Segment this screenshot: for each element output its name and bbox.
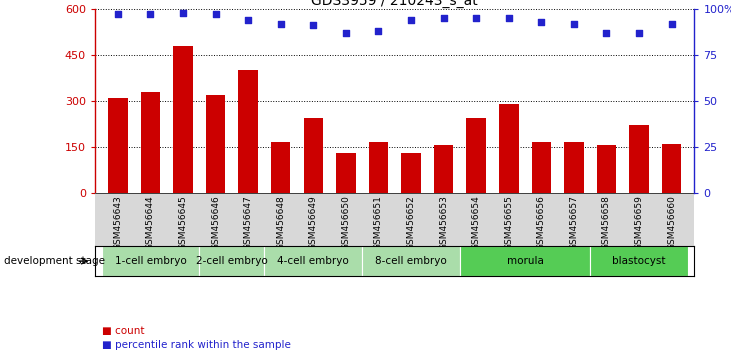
Text: 1-cell embryo: 1-cell embryo xyxy=(115,256,186,266)
Point xyxy=(633,30,645,36)
Bar xyxy=(336,153,356,193)
Text: development stage: development stage xyxy=(4,256,105,266)
Bar xyxy=(200,246,265,276)
Text: 2-cell embryo: 2-cell embryo xyxy=(196,256,268,266)
Bar xyxy=(108,98,128,193)
Bar xyxy=(303,118,323,193)
Text: blastocyst: blastocyst xyxy=(613,256,666,266)
Text: GSM456643: GSM456643 xyxy=(113,195,122,250)
Bar xyxy=(590,246,688,276)
Point xyxy=(405,17,417,23)
Bar xyxy=(499,104,518,193)
Text: GSM456659: GSM456659 xyxy=(635,195,643,251)
Point xyxy=(242,17,254,23)
Text: ■ count: ■ count xyxy=(102,326,145,336)
Point xyxy=(275,21,287,27)
Point xyxy=(666,21,678,27)
Text: GSM456652: GSM456652 xyxy=(406,195,415,250)
Bar xyxy=(564,142,583,193)
Point xyxy=(373,28,385,34)
Point xyxy=(177,10,189,15)
Bar xyxy=(265,246,362,276)
Bar xyxy=(629,125,649,193)
Bar xyxy=(362,246,460,276)
Point xyxy=(568,21,580,27)
Text: 8-cell embryo: 8-cell embryo xyxy=(375,256,447,266)
Text: GSM456648: GSM456648 xyxy=(276,195,285,250)
Point xyxy=(470,15,482,21)
Bar xyxy=(662,144,681,193)
Text: GSM456645: GSM456645 xyxy=(178,195,187,250)
Bar xyxy=(271,142,290,193)
Text: GSM456656: GSM456656 xyxy=(537,195,546,251)
Bar xyxy=(368,142,388,193)
Text: GSM456657: GSM456657 xyxy=(569,195,578,251)
Text: GSM456653: GSM456653 xyxy=(439,195,448,251)
Text: GSM456647: GSM456647 xyxy=(243,195,253,250)
Text: GSM456660: GSM456660 xyxy=(667,195,676,251)
Point xyxy=(145,12,156,17)
Text: GSM456644: GSM456644 xyxy=(146,195,155,250)
Bar xyxy=(140,92,160,193)
Bar xyxy=(433,145,453,193)
Point xyxy=(601,30,613,36)
Text: GSM456649: GSM456649 xyxy=(308,195,318,250)
Text: GSM456655: GSM456655 xyxy=(504,195,513,251)
Point xyxy=(340,30,352,36)
Bar xyxy=(531,142,551,193)
Bar xyxy=(460,246,590,276)
Text: GSM456651: GSM456651 xyxy=(374,195,383,251)
Point xyxy=(210,12,221,17)
Text: ■ percentile rank within the sample: ■ percentile rank within the sample xyxy=(102,340,291,350)
Text: GSM456654: GSM456654 xyxy=(471,195,481,250)
Text: morula: morula xyxy=(507,256,543,266)
Point xyxy=(536,19,548,24)
Text: GSM456650: GSM456650 xyxy=(341,195,350,251)
Text: GSM456658: GSM456658 xyxy=(602,195,611,251)
Bar xyxy=(206,95,225,193)
Bar xyxy=(401,153,421,193)
Bar xyxy=(173,46,193,193)
Bar xyxy=(238,70,258,193)
Point xyxy=(503,15,515,21)
Bar xyxy=(102,246,200,276)
Text: GSM456646: GSM456646 xyxy=(211,195,220,250)
Point xyxy=(438,15,450,21)
Title: GDS3959 / 210243_s_at: GDS3959 / 210243_s_at xyxy=(311,0,478,8)
Text: 4-cell embryo: 4-cell embryo xyxy=(278,256,349,266)
Point xyxy=(112,12,124,17)
Bar xyxy=(596,145,616,193)
Point xyxy=(308,23,319,28)
Bar xyxy=(466,118,486,193)
